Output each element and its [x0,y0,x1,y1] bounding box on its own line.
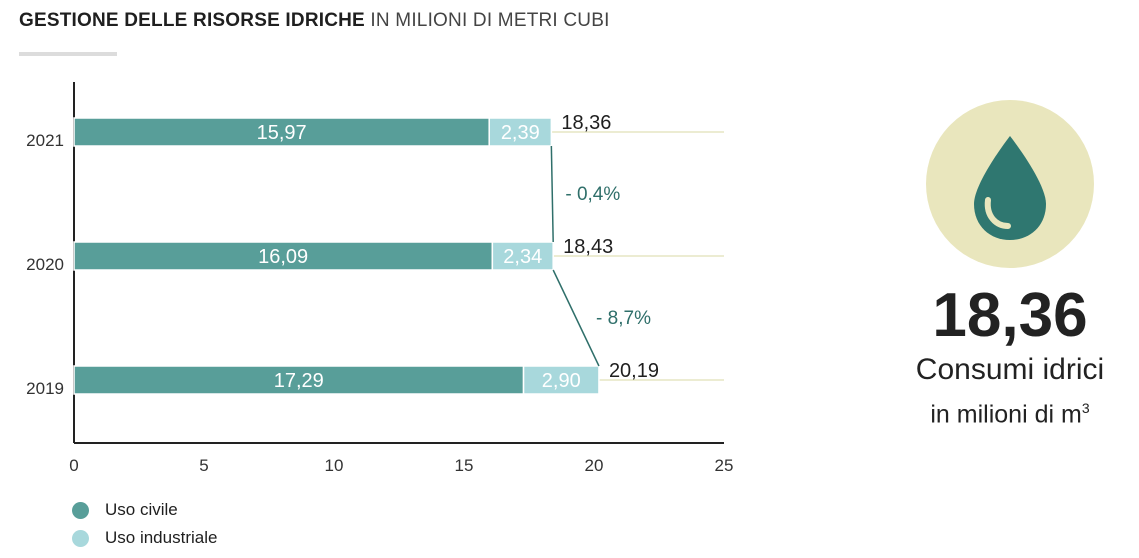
connector-2020-2019 [552,269,600,367]
bar-label-2019-civile: 17,29 [274,370,324,392]
x-tick-label-15: 15 [455,456,474,475]
legend-swatch-industriale [72,529,89,547]
y-tick-label-2020: 2020 [26,255,64,274]
x-tick-label-5: 5 [199,456,208,475]
kpi-value: 18,36 [932,281,1088,350]
kpi-unit: in milioni di m3 [880,392,1139,430]
bar-2020-civile [73,241,494,271]
bar-chart: 15,97 2,39 18,36 2021 16,09 2,34 18,43 2020 17,2… [26,82,734,475]
bar-2020-industriale [491,241,554,271]
bar-label-2021-civile: 15,97 [257,122,307,144]
bar-2021-civile [73,117,490,147]
bar-2019-civile [73,365,525,395]
legend-swatch-civile [72,501,89,519]
legend: Uso civile Uso industriale [72,496,217,552]
water-drop-icon [974,136,1046,240]
x-tick-label-0: 0 [69,456,78,475]
kpi-icon-circle [926,100,1094,268]
change-label-2021: - 0,4% [565,184,620,205]
bar-2019-industriale [522,365,600,395]
kpi-unit-exponent: 3 [1081,400,1090,416]
kpi-label: Consumi idrici [915,353,1105,386]
chart-title: GESTIONE DELLE RISORSE IDRICHE IN MILION… [19,10,610,32]
bar-label-2020-civile: 16,09 [258,246,308,268]
connector-2021-2020 [550,145,554,243]
chart-title-unit: IN MILIONI DI METRI CUBI [370,10,610,31]
kpi-panel: 18,36 Consumi idrici in milioni di m3 [880,100,1139,430]
total-label-2019: 20,19 [609,360,659,382]
x-tick-label-20: 20 [585,456,604,475]
title-underline [19,52,117,56]
kpi-unit-text: in milioni di m [930,400,1082,429]
change-label-2020: - 8,7% [596,308,651,329]
legend-item-civile: Uso civile [72,496,217,524]
chart-title-main: GESTIONE DELLE RISORSE IDRICHE [19,10,365,31]
total-label-2021: 18,36 [561,112,611,134]
bar-2021-industriale [488,117,553,147]
legend-label-industriale: Uso industriale [105,528,218,547]
x-tick-label-10: 10 [325,456,344,475]
bar-label-2020-industriale: 2,34 [503,246,542,268]
total-label-2020: 18,43 [563,236,613,258]
legend-item-industriale: Uso industriale [72,524,217,552]
y-tick-label-2021: 2021 [26,131,64,150]
bar-label-2019-industriale: 2,90 [542,370,581,392]
bar-label-2021-industriale: 2,39 [501,122,540,144]
legend-label-civile: Uso civile [105,500,178,519]
x-tick-label-25: 25 [715,456,734,475]
y-tick-label-2019: 2019 [26,379,64,398]
